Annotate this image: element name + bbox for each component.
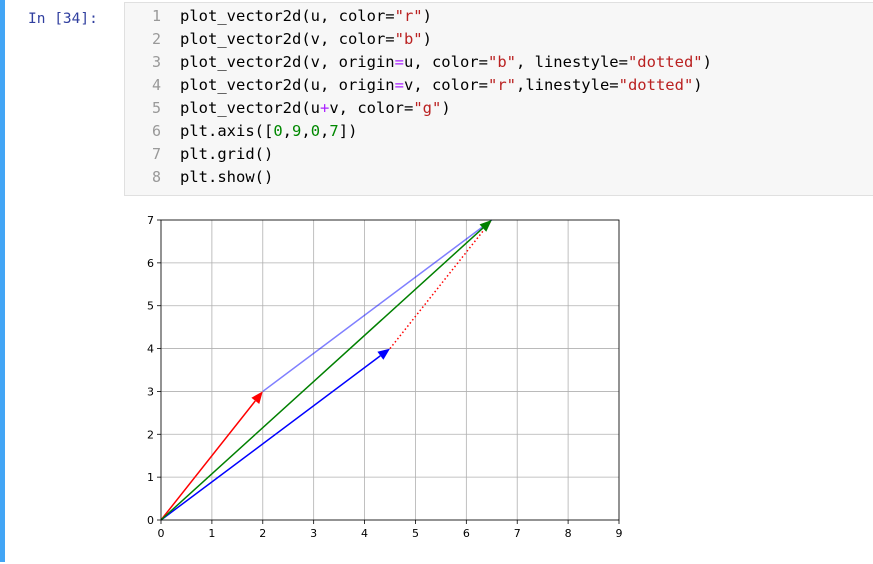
code-token: , xyxy=(282,122,293,140)
x-tick-label: 7 xyxy=(514,527,521,540)
code-token: 9 xyxy=(292,122,302,140)
code-token: plt.show() xyxy=(180,168,274,186)
plot-area xyxy=(161,220,619,520)
x-tick-label: 0 xyxy=(158,527,165,540)
code-token: "b" xyxy=(394,30,423,48)
code-text: plot_vector2d(u, color="r") xyxy=(180,5,432,28)
vector-line xyxy=(160,355,381,521)
x-tick-label: 9 xyxy=(616,527,623,540)
code-token: ) xyxy=(422,7,432,25)
code-token: u, color= xyxy=(403,53,488,71)
vector-line xyxy=(160,400,256,521)
cell-prompt: In [34]: xyxy=(28,11,98,27)
x-tick-label: 5 xyxy=(412,527,419,540)
cell-selection-bar xyxy=(0,0,5,562)
line-number: 5 xyxy=(151,99,161,117)
x-tick-label: 1 xyxy=(208,527,215,540)
code-token: v, color= xyxy=(329,99,414,117)
code-token: , xyxy=(320,122,330,140)
x-tick-label: 3 xyxy=(310,527,317,540)
code-token: = xyxy=(394,76,404,94)
vector-line xyxy=(160,227,484,521)
x-tick-label: 4 xyxy=(361,527,368,540)
vector-line xyxy=(389,219,493,350)
code-text: plt.axis([0,9,0,7]) xyxy=(180,120,357,143)
line-number: 1 xyxy=(151,7,161,25)
x-tick-label: 2 xyxy=(259,527,266,540)
code-text: plt.grid() xyxy=(180,143,273,166)
code-text: plot_vector2d(v, color="b") xyxy=(180,28,432,51)
line-number: 8 xyxy=(151,168,161,186)
plot-frame xyxy=(160,219,620,521)
code-token: plt.axis([ xyxy=(180,122,274,140)
y-tick-label: 5 xyxy=(147,300,154,313)
y-tick-label: 6 xyxy=(147,257,154,270)
code-token: plt.grid() xyxy=(180,145,274,163)
code-token: 0 xyxy=(273,122,283,140)
code-token: "g" xyxy=(413,99,442,117)
vector-arrowhead xyxy=(251,391,263,404)
code-token: = xyxy=(394,53,404,71)
code-token: 0 xyxy=(310,122,321,140)
code-token: + xyxy=(319,99,330,117)
vector-arrowhead xyxy=(479,220,492,232)
y-tick-label: 1 xyxy=(147,471,154,484)
y-tick-label: 7 xyxy=(147,214,154,227)
y-tick-label: 3 xyxy=(147,385,154,398)
y-tick-label: 0 xyxy=(147,514,154,527)
code-token: 7 xyxy=(329,122,339,140)
code-token: v, color= xyxy=(403,76,488,94)
code-token: , linestyle= xyxy=(515,53,628,71)
code-token: ) xyxy=(693,76,703,94)
vector-plot: 0 1 2 3 4 5 6 7 8 9 0 1 2 3 4 5 6 7 xyxy=(147,214,623,540)
code-token: "dotted" xyxy=(627,53,703,71)
code-input-area[interactable]: 1 plot_vector2d(u, color="r") 2 plot_vector… xyxy=(124,2,873,196)
code-token: plot_vector2d(v, origin xyxy=(180,53,395,71)
code-text: plot_vector2d(u+v, color="g") xyxy=(180,97,451,120)
line-number: 3 xyxy=(151,53,161,71)
code-token: ) xyxy=(422,30,432,48)
code-token: , xyxy=(301,122,311,140)
code-text: plt.show() xyxy=(180,166,273,189)
code-token: ,linestyle= xyxy=(515,76,619,94)
line-number: 7 xyxy=(151,145,161,163)
line-number: 2 xyxy=(151,30,161,48)
code-token: ) xyxy=(702,53,712,71)
cell-output: 0 1 2 3 4 5 6 7 8 9 0 1 2 3 4 5 6 7 xyxy=(126,205,646,560)
code-token: "b" xyxy=(487,53,516,71)
y-tick-label: 2 xyxy=(147,428,154,441)
code-text: plot_vector2d(v, origin=u, color="b", li… xyxy=(180,51,712,74)
code-token: plot_vector2d(u xyxy=(180,99,320,117)
code-token: "r" xyxy=(487,76,516,94)
y-tick-label: 4 xyxy=(147,343,154,356)
line-number: 6 xyxy=(151,122,161,140)
vector-arrowhead xyxy=(377,348,390,360)
line-number: 4 xyxy=(151,76,161,94)
vector-line xyxy=(262,219,493,393)
code-text: plot_vector2d(u, origin=v, color="r",lin… xyxy=(180,74,703,97)
x-tick-label: 8 xyxy=(565,527,572,540)
code-token: "r" xyxy=(394,7,423,25)
code-token: ) xyxy=(441,99,451,117)
code-token: plot_vector2d(u, color= xyxy=(180,7,395,25)
code-token: ]) xyxy=(338,122,358,140)
code-token: plot_vector2d(v, color= xyxy=(180,30,395,48)
x-tick-label: 6 xyxy=(463,527,470,540)
code-token: plot_vector2d(u, origin xyxy=(180,76,395,94)
code-token: "dotted" xyxy=(618,76,694,94)
